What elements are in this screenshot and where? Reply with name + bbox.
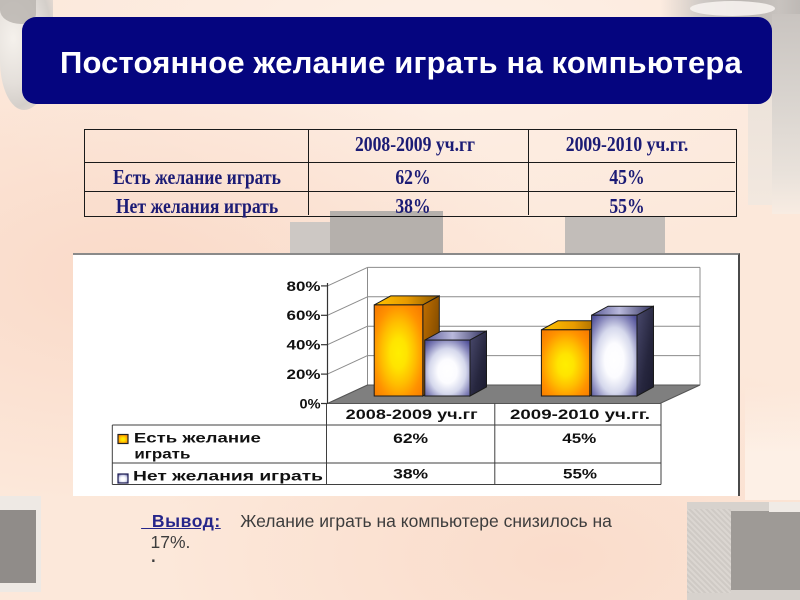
svg-text:60%: 60% (287, 308, 321, 323)
svg-text:20%: 20% (287, 367, 321, 382)
svg-text:Есть желание: Есть желание (134, 431, 262, 446)
svg-text:0%: 0% (300, 396, 321, 411)
svg-text:2009-2010 уч.гг.: 2009-2010 уч.гг. (510, 407, 650, 422)
svg-text:40%: 40% (287, 338, 321, 353)
svg-text:2008-2009 уч.гг: 2008-2009 уч.гг (346, 407, 479, 422)
svg-text:Нет желания играть: Нет желания играть (133, 469, 323, 484)
svg-text:38%: 38% (393, 467, 428, 482)
svg-text:45%: 45% (562, 431, 596, 446)
svg-text:играть: играть (134, 447, 190, 462)
svg-text:62%: 62% (393, 431, 428, 446)
svg-text:55%: 55% (563, 467, 597, 482)
svg-text:80%: 80% (287, 279, 321, 294)
